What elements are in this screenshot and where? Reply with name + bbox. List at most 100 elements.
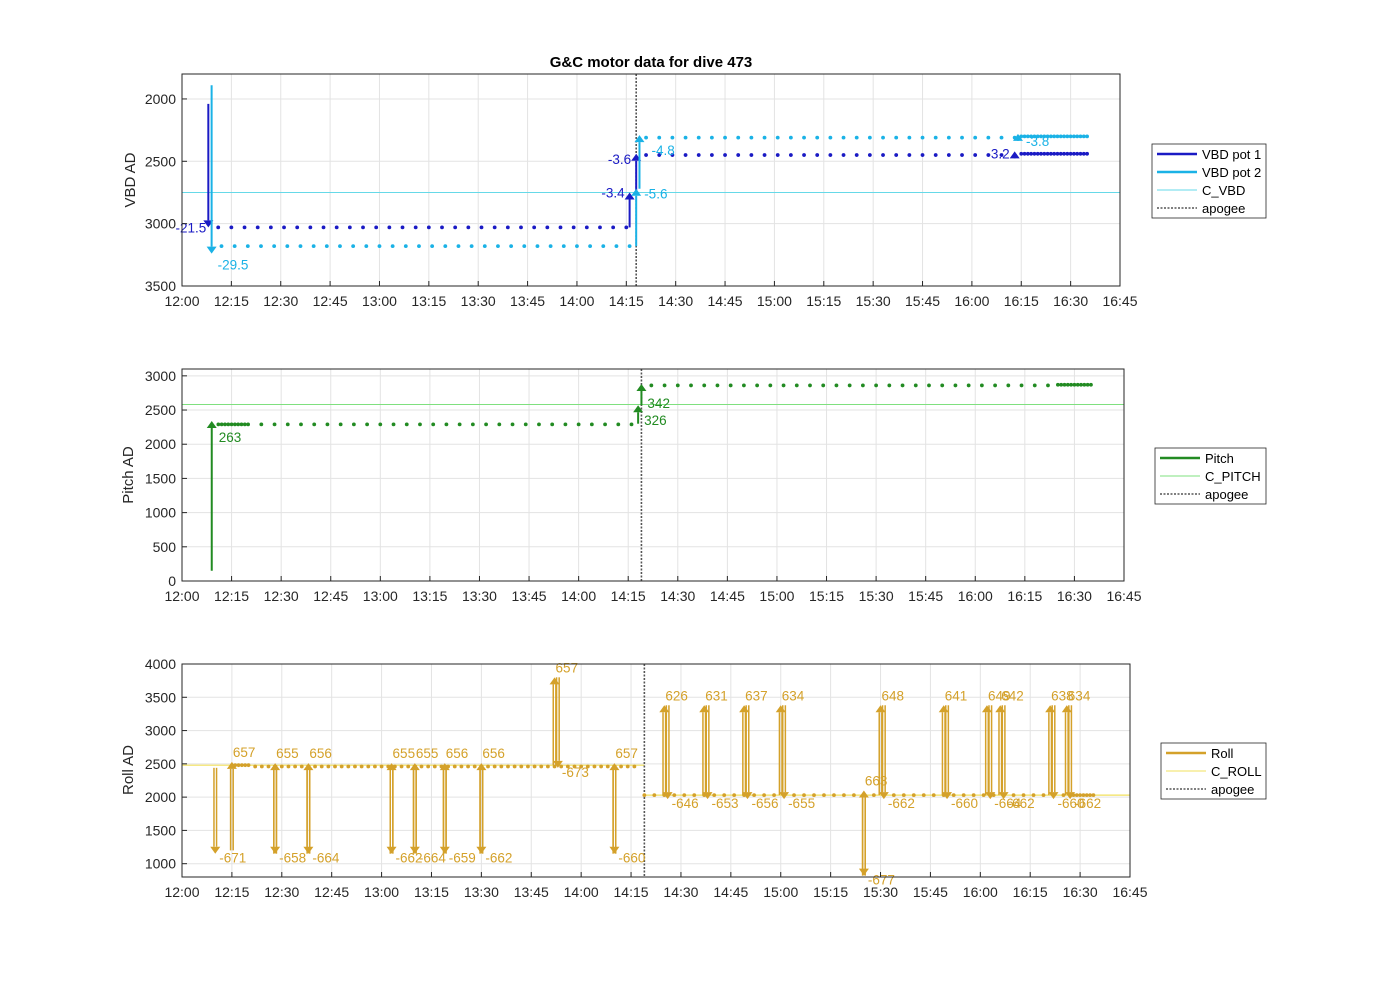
data-point bbox=[670, 135, 675, 140]
data-point bbox=[794, 383, 799, 388]
data-point bbox=[1039, 151, 1043, 156]
data-point bbox=[366, 764, 371, 769]
data-point bbox=[1042, 134, 1047, 139]
data-point bbox=[1041, 793, 1046, 798]
data-point bbox=[242, 422, 247, 427]
data-point bbox=[390, 244, 395, 248]
data-point bbox=[768, 383, 773, 388]
data-point bbox=[652, 793, 657, 798]
event-label: -671 bbox=[219, 851, 246, 866]
data-point bbox=[1055, 151, 1060, 156]
data-point bbox=[232, 244, 237, 248]
event-arrowhead bbox=[609, 763, 620, 771]
data-point bbox=[545, 225, 550, 230]
y-tick-label: 2500 bbox=[145, 756, 176, 772]
event-arrowhead bbox=[633, 405, 644, 413]
data-point bbox=[755, 383, 760, 388]
data-point bbox=[1081, 151, 1086, 156]
data-point bbox=[506, 764, 510, 769]
roll-plot-area bbox=[182, 664, 1130, 877]
data-point bbox=[867, 153, 872, 157]
x-tick-label: 15:00 bbox=[763, 884, 798, 900]
data-point bbox=[338, 244, 342, 248]
event-label: -662 bbox=[485, 851, 512, 866]
x-tick-label: 16:45 bbox=[1112, 884, 1147, 900]
data-point bbox=[505, 225, 510, 230]
data-point bbox=[523, 422, 528, 427]
data-point bbox=[940, 383, 945, 388]
data-point bbox=[921, 793, 926, 798]
event-label: 656 bbox=[482, 746, 505, 761]
event-arrowhead bbox=[439, 846, 450, 854]
legend-label-apogee: apogee bbox=[1205, 487, 1248, 502]
event-label: -29.5 bbox=[218, 258, 249, 273]
event-arrowhead bbox=[858, 790, 869, 798]
x-tick-label: 13:15 bbox=[414, 884, 449, 900]
data-point bbox=[1046, 383, 1050, 388]
data-point bbox=[881, 153, 885, 157]
data-point bbox=[559, 764, 564, 769]
x-tick-label: 12:30 bbox=[263, 293, 298, 309]
data-point bbox=[867, 135, 872, 140]
event-label: 656 bbox=[309, 746, 332, 761]
x-tick-label: 13:45 bbox=[512, 588, 547, 604]
event-arrowhead bbox=[1065, 792, 1076, 800]
data-point bbox=[406, 764, 411, 769]
data-point bbox=[821, 383, 826, 388]
data-point bbox=[1089, 382, 1093, 387]
pitch-axes-box bbox=[181, 368, 1125, 582]
data-point bbox=[627, 244, 632, 248]
data-point bbox=[373, 764, 377, 769]
data-point bbox=[808, 383, 812, 388]
data-point bbox=[834, 383, 839, 388]
data-point bbox=[762, 793, 767, 798]
data-point bbox=[953, 383, 958, 388]
data-point bbox=[286, 764, 291, 769]
x-tick-label: 12:00 bbox=[164, 293, 199, 309]
data-point bbox=[457, 422, 462, 427]
x-tick-label: 14:15 bbox=[614, 884, 649, 900]
x-tick-label: 16:00 bbox=[954, 293, 989, 309]
x-tick-label: 14:15 bbox=[609, 293, 644, 309]
data-point bbox=[657, 153, 662, 157]
x-tick-label: 15:15 bbox=[813, 884, 848, 900]
x-tick-label: 13:15 bbox=[412, 588, 447, 604]
data-point bbox=[1084, 793, 1089, 798]
data-point bbox=[709, 135, 714, 140]
data-point bbox=[453, 225, 458, 230]
vbd-move-events: -21.5 -29.5 -3.4 -3.6 -5.6 -4.8 -3.2 -3.8 bbox=[176, 85, 1049, 273]
data-point bbox=[632, 764, 637, 769]
event-label: -5.6 bbox=[644, 187, 667, 202]
data-point bbox=[657, 135, 662, 140]
event-label: -660 bbox=[618, 851, 645, 866]
roll-data-points bbox=[229, 763, 1096, 798]
data-point bbox=[588, 244, 593, 248]
data-point bbox=[1029, 134, 1034, 139]
data-point bbox=[479, 225, 484, 230]
data-point bbox=[313, 764, 317, 769]
x-tick-label: 13:45 bbox=[514, 884, 549, 900]
data-point bbox=[308, 225, 313, 230]
data-point bbox=[723, 135, 727, 140]
data-point bbox=[625, 764, 630, 769]
data-point bbox=[683, 135, 688, 140]
data-point bbox=[1032, 134, 1037, 139]
data-point bbox=[1059, 382, 1064, 387]
x-tick-label: 16:00 bbox=[958, 588, 993, 604]
data-point bbox=[822, 793, 826, 798]
data-point bbox=[749, 153, 754, 157]
data-point bbox=[333, 764, 337, 769]
data-point bbox=[426, 225, 431, 230]
event-label: -664 bbox=[994, 796, 1022, 811]
data-point bbox=[321, 225, 326, 230]
event-label: 655 bbox=[276, 746, 299, 761]
event-arrowhead bbox=[226, 761, 237, 769]
event-arrowhead bbox=[386, 763, 397, 771]
data-point bbox=[828, 153, 833, 157]
y-tick-label: 2500 bbox=[145, 153, 176, 169]
y-tick-label: 0 bbox=[168, 573, 176, 589]
data-point bbox=[466, 225, 471, 230]
x-tick-label: 12:15 bbox=[214, 588, 249, 604]
data-point bbox=[624, 225, 629, 230]
vbd-legend-box bbox=[1151, 143, 1267, 219]
